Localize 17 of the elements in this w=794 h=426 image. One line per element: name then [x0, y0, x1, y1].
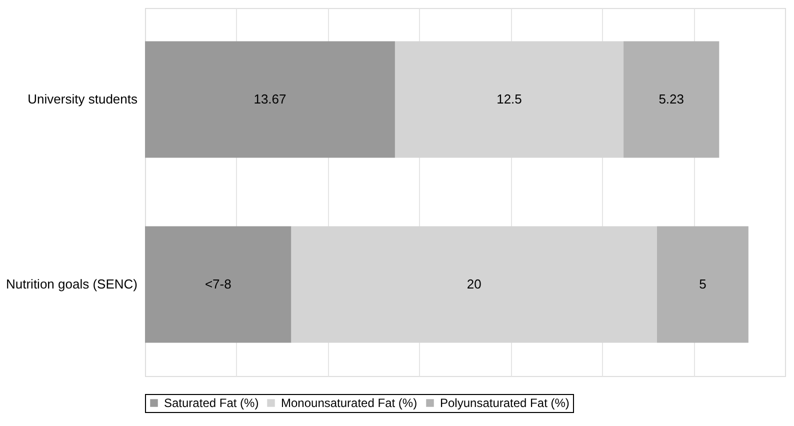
bar	[291, 226, 657, 343]
data-label: <7-8	[204, 276, 232, 292]
bar	[657, 226, 748, 343]
legend-label: Monounsaturated Fat (%)	[281, 396, 418, 410]
data-label: 13.67	[254, 92, 286, 107]
data-label: 12.5	[496, 92, 522, 107]
bar	[394, 41, 624, 158]
bar	[624, 41, 720, 158]
bar	[145, 41, 395, 158]
y-tick-label: Nutrition goals (SENC)	[6, 276, 138, 292]
data-label: 20	[466, 276, 482, 292]
data-label: 5	[699, 276, 706, 292]
legend-label: Saturated Fat (%)	[164, 396, 259, 410]
data-label: 5.23	[658, 92, 684, 107]
bar	[145, 226, 292, 343]
y-tick-label: University students	[28, 92, 138, 107]
legend-label: Polyunsaturated Fat (%)	[440, 396, 570, 410]
